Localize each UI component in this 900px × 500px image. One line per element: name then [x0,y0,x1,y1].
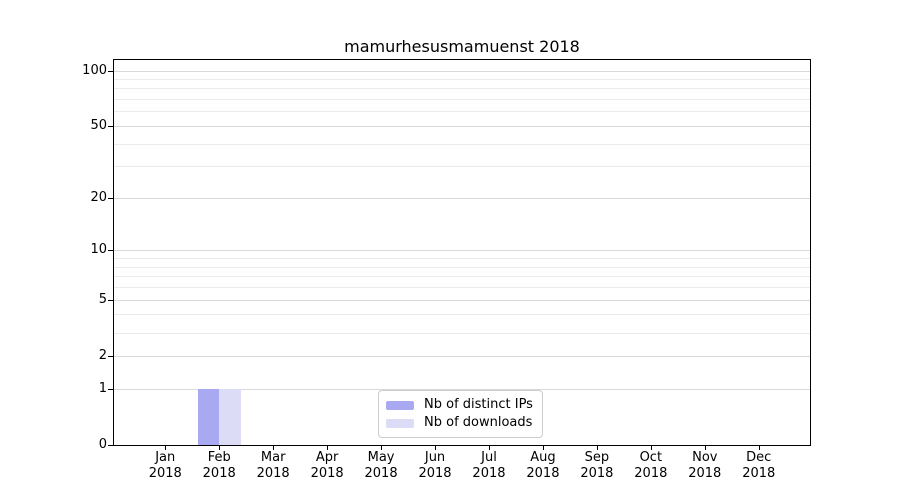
x-tick [381,445,383,450]
x-tick [542,445,544,450]
y-tick-label: 5 [98,291,107,307]
gridline-minor [114,276,810,278]
bar-nb-of-downloads [219,388,241,445]
gridline-major [114,70,810,72]
x-tick [273,445,275,450]
y-tick [108,70,113,72]
y-tick-label: 10 [90,242,107,258]
chart-title: mamurhesusmamuenst 2018 [344,37,580,56]
x-tick-label: May 2018 [364,450,398,481]
x-tick [650,445,652,450]
x-tick-label: Nov 2018 [688,450,722,481]
gridline-minor [114,266,810,268]
gridline-minor [114,88,810,90]
gridline-major [114,299,810,301]
x-tick-label: Jan 2018 [148,450,182,481]
y-tick [108,299,113,301]
gridline-minor [114,314,810,316]
gridline-minor [114,287,810,289]
gridline-minor [114,332,810,334]
gridline-major [114,250,810,252]
legend: Nb of distinct IPs Nb of downloads [378,390,543,438]
x-tick [488,445,490,450]
y-tick [108,355,113,357]
x-tick-label: Sep 2018 [580,450,614,481]
legend-label-nb-of-downloads: Nb of downloads [424,415,533,430]
gridline-minor [114,78,810,80]
x-tick [165,445,167,450]
x-tick-label: Apr 2018 [310,450,344,481]
x-tick-label: Dec 2018 [742,450,776,481]
y-tick [108,250,113,252]
y-tick-label: 20 [90,189,107,205]
y-tick [108,445,113,446]
gridline-major [114,197,810,199]
legend-swatch-nb-of-downloads [386,418,414,428]
x-tick-label: Jun 2018 [418,450,452,481]
x-tick [758,445,760,450]
x-tick [704,445,706,450]
y-tick-label: 2 [98,347,107,363]
gridline-minor [114,99,810,101]
legend-entry-nb-of-downloads: Nb of downloads [386,415,534,431]
gridline-minor [114,258,810,260]
y-tick-label: 100 [82,62,107,78]
x-tick [596,445,598,450]
x-tick-label: Oct 2018 [634,450,668,481]
x-tick-label: Aug 2018 [526,450,560,481]
y-tick-label: 50 [90,117,107,133]
gridline-minor [114,143,810,145]
plot-area [113,59,811,446]
gridline-minor [114,111,810,113]
x-tick [219,445,221,450]
y-tick [108,125,113,127]
x-tick [327,445,329,450]
legend-label-nb-of-distinct-ips: Nb of distinct IPs [424,397,533,412]
bar-nb-of-distinct-ips [197,388,220,445]
x-tick-label: Feb 2018 [202,450,236,481]
y-tick-label: 1 [98,380,107,396]
gridline-major [114,355,810,357]
x-tick [435,445,437,450]
x-tick-label: Mar 2018 [256,450,290,481]
y-tick-label: 0 [98,437,107,452]
legend-swatch-nb-of-distinct-ips [386,400,414,410]
legend-entry-nb-of-distinct-ips: Nb of distinct IPs [386,397,534,413]
y-tick [108,197,113,199]
gridline-major [114,388,810,390]
x-tick-label: Jul 2018 [472,450,506,481]
gridline-major [114,125,810,127]
y-tick [108,388,113,390]
gridline-minor [114,166,810,168]
